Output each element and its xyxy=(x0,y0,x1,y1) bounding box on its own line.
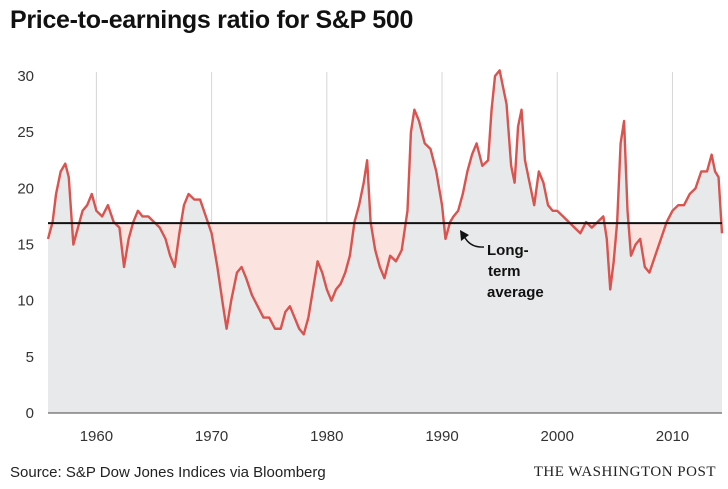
y-tick-label-10: 10 xyxy=(17,293,34,310)
series-lines xyxy=(46,69,724,336)
y-tick-label-30: 30 xyxy=(17,68,34,85)
x-tick-label-1970: 1970 xyxy=(195,428,228,445)
x-tick-label-2010: 2010 xyxy=(656,428,689,445)
area-under-curve xyxy=(48,70,722,413)
y-tick-label-25: 25 xyxy=(17,124,34,141)
publisher-credit: THE WASHINGTON POST xyxy=(533,464,716,480)
x-tick-label-1980: 1980 xyxy=(310,428,343,445)
y-tick-label-20: 20 xyxy=(17,180,34,197)
annotation-line-2: term xyxy=(488,263,521,280)
arrowhead-icon xyxy=(460,230,469,241)
area-below-average xyxy=(48,223,722,335)
y-tick-label-0: 0 xyxy=(26,405,34,422)
tick-labels: 0 5 10 15 20 25 30 1960 1970 1980 1990 2000 2010 xyxy=(17,68,689,445)
y-tick-label-15: 15 xyxy=(17,237,34,254)
chart-title: Price-to-earnings ratio for S&P 500 xyxy=(10,6,414,34)
annotation-line-3: average xyxy=(487,284,544,301)
x-tick-label-1990: 1990 xyxy=(425,428,458,445)
x-tick-label-2000: 2000 xyxy=(541,428,574,445)
y-tick-label-5: 5 xyxy=(26,349,34,366)
area-fills xyxy=(48,70,722,413)
annotation-line-1: Long- xyxy=(487,242,529,259)
series-line xyxy=(46,69,724,336)
x-tick-label-1960: 1960 xyxy=(80,428,113,445)
source-note: Source: S&P Dow Jones Indices via Bloomb… xyxy=(10,464,326,481)
annotation: Long-term average xyxy=(460,230,544,301)
